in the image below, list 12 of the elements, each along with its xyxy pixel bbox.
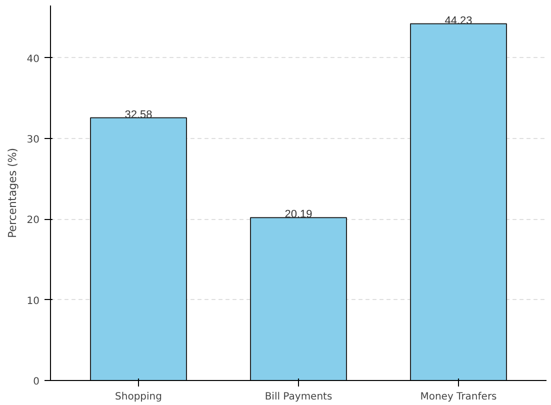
bar [90, 117, 187, 380]
y-tick-label: 0 [33, 376, 40, 388]
y-axis-title: Percentages (%) [6, 148, 19, 238]
x-tick-label: Shopping [115, 392, 162, 402]
y-tick-label: 40 [26, 54, 40, 65]
y-tick-label: 20 [26, 215, 40, 226]
x-tick-label: Money Tranfers [420, 392, 497, 402]
y-tick-label: 10 [26, 296, 40, 307]
x-tick-label: Bill Payments [264, 392, 332, 402]
bar [410, 23, 507, 380]
y-tick-label: 30 [26, 134, 40, 146]
bar [250, 217, 347, 380]
